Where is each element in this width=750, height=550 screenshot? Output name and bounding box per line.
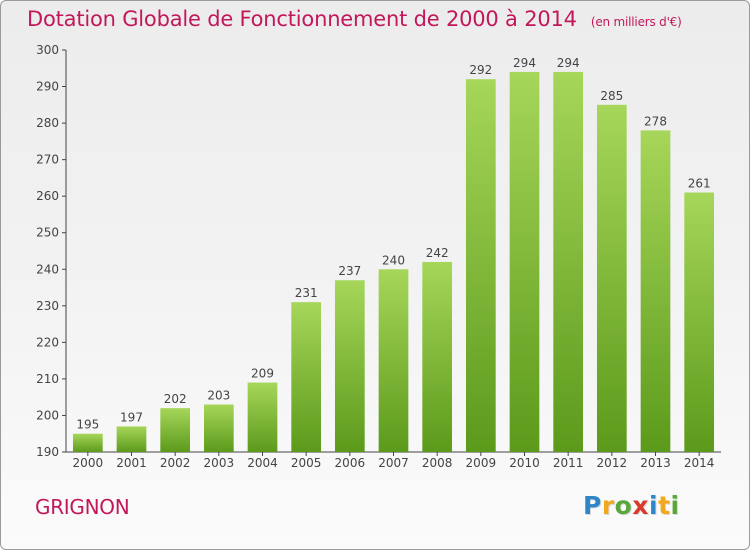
x-tick-label: 2013 xyxy=(640,456,671,470)
data-label: 240 xyxy=(382,253,405,267)
x-tick-label: 2008 xyxy=(422,456,453,470)
data-label: 202 xyxy=(164,392,187,406)
bar-2005 xyxy=(291,302,322,452)
x-tick-label: 2012 xyxy=(597,456,628,470)
data-label: 203 xyxy=(207,388,230,402)
logo-letter: x xyxy=(632,491,649,520)
y-tick-label: 270 xyxy=(36,153,59,167)
bar-2013 xyxy=(640,130,671,452)
bar-2002 xyxy=(160,408,191,452)
x-tick-label: 2009 xyxy=(466,456,497,470)
y-tick-label: 300 xyxy=(36,43,59,57)
y-tick-label: 200 xyxy=(36,408,59,422)
data-label: 197 xyxy=(120,410,143,424)
data-label: 242 xyxy=(426,246,449,260)
y-tick-label: 220 xyxy=(36,335,59,349)
municipality-name: GRIGNON xyxy=(35,495,130,519)
bar-2004 xyxy=(247,382,278,452)
y-tick-label: 260 xyxy=(36,189,59,203)
x-tick-label: 2011 xyxy=(553,456,584,470)
x-tick-label: 2000 xyxy=(73,456,104,470)
logo-letter: r xyxy=(601,491,615,520)
y-tick-label: 210 xyxy=(36,372,59,386)
data-label: 294 xyxy=(513,56,536,70)
data-label: 231 xyxy=(295,286,318,300)
bar-2006 xyxy=(334,280,365,452)
bar-2012 xyxy=(596,104,627,453)
logo-letter: i xyxy=(649,491,659,520)
data-label: 294 xyxy=(557,56,580,70)
y-tick-label: 290 xyxy=(36,80,59,94)
data-label: 209 xyxy=(251,367,274,381)
bar-2008 xyxy=(422,261,453,452)
x-tick-label: 2004 xyxy=(247,456,278,470)
x-tick-label: 2001 xyxy=(116,456,147,470)
data-label: 278 xyxy=(644,114,667,128)
data-label: 261 xyxy=(688,177,711,191)
data-label: 285 xyxy=(600,89,623,103)
bar-2001 xyxy=(116,426,147,452)
x-tick-label: 2006 xyxy=(335,456,366,470)
logo-letter: i xyxy=(670,491,680,520)
bar-2014 xyxy=(684,192,715,452)
proxiti-logo: Proxiti xyxy=(583,491,680,520)
x-tick-label: 2002 xyxy=(160,456,191,470)
y-tick-label: 280 xyxy=(36,116,59,130)
bar-2011 xyxy=(553,71,584,452)
chart-title: Dotation Globale de Fonctionnement de 20… xyxy=(27,7,682,31)
x-tick-label: 2005 xyxy=(291,456,322,470)
bars xyxy=(72,71,715,453)
x-tick-label: 2010 xyxy=(509,456,540,470)
title-unit: (en milliers d'€) xyxy=(590,15,682,29)
y-tick-label: 250 xyxy=(36,226,59,240)
y-tick-label: 230 xyxy=(36,299,59,313)
y-tick-label: 240 xyxy=(36,262,59,276)
title-main: Dotation Globale de Fonctionnement de 20… xyxy=(27,7,577,31)
x-tick-label: 2014 xyxy=(684,456,715,470)
y-tick-label: 190 xyxy=(36,445,59,459)
bar-2003 xyxy=(203,404,234,452)
bar-2009 xyxy=(465,79,496,453)
data-label: 292 xyxy=(469,63,492,77)
bar-2010 xyxy=(509,71,540,452)
logo-letter: P xyxy=(583,491,602,520)
x-tick-label: 2007 xyxy=(378,456,409,470)
bar-2007 xyxy=(378,269,409,452)
bar-2000 xyxy=(72,433,103,452)
data-label: 195 xyxy=(76,418,99,432)
x-tick-label: 2003 xyxy=(204,456,235,470)
axes: 190 200 210 220 230 240 250 260 270 280 290 300 2000… xyxy=(36,43,721,470)
data-label: 237 xyxy=(338,264,361,278)
logo-letter: t xyxy=(658,491,671,520)
logo-letter: o xyxy=(614,491,633,520)
data-labels: 195 197 202 203 209 231 237 240 242 292 294 294 285 2… xyxy=(76,56,710,432)
